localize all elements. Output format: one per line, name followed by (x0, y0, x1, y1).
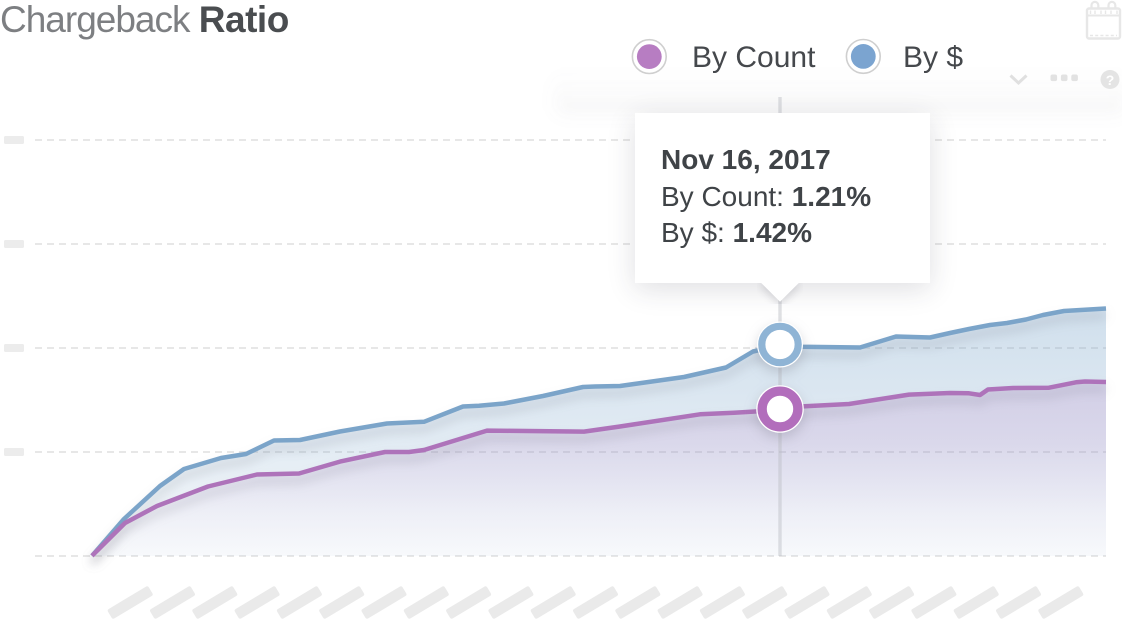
svg-text:?: ? (1106, 72, 1115, 88)
